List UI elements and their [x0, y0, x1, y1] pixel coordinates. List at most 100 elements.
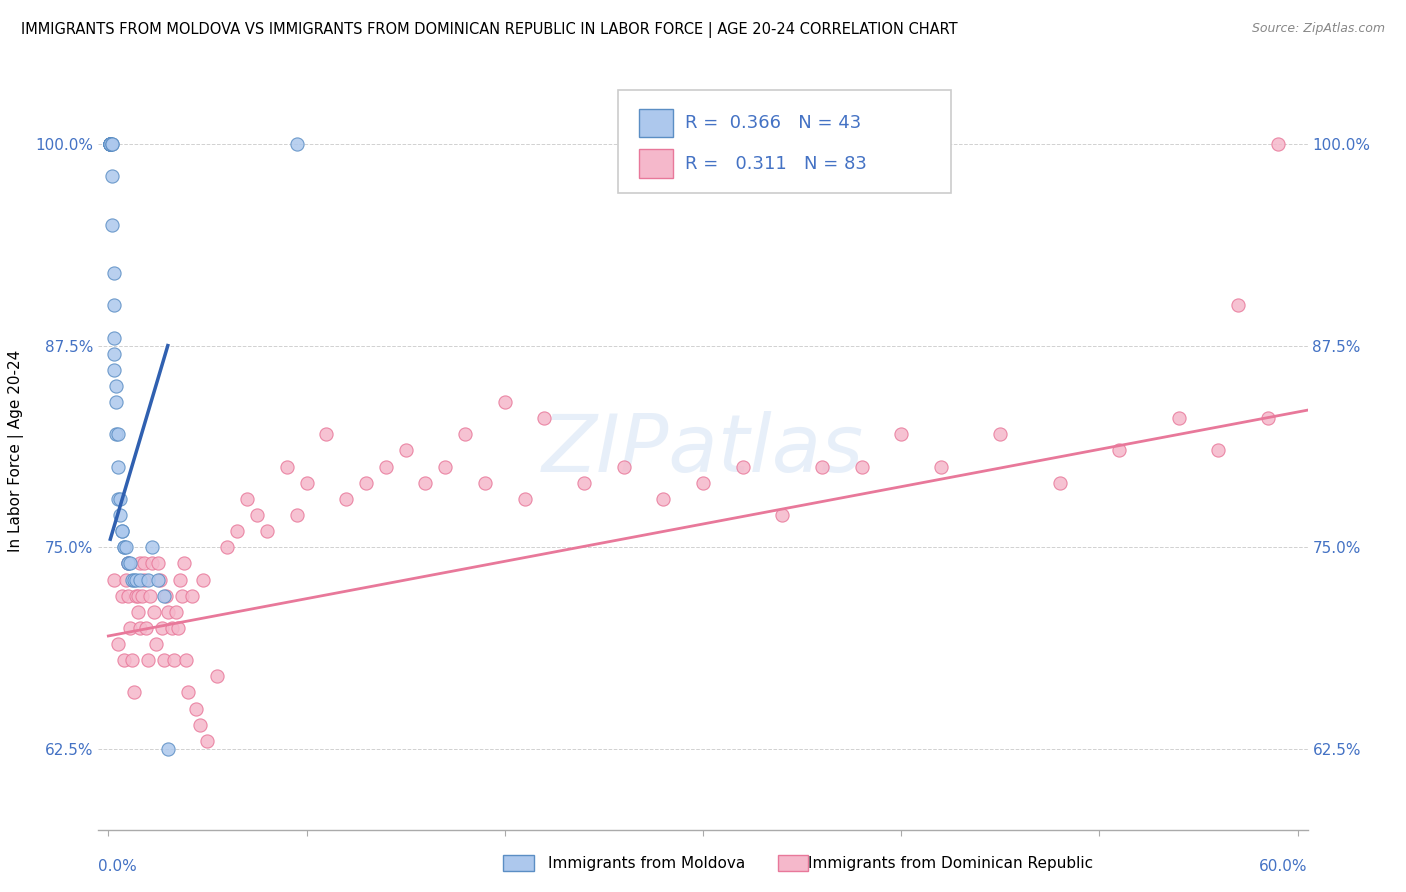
Point	[193, 573, 215, 587]
Point	[226, 524, 249, 538]
Point	[692, 475, 714, 490]
Point	[395, 443, 418, 458]
Point	[127, 605, 149, 619]
Point	[929, 459, 952, 474]
Point	[533, 411, 555, 425]
Point	[169, 573, 191, 587]
Point	[122, 685, 145, 699]
Point	[188, 717, 211, 731]
Point	[890, 427, 912, 442]
Point	[101, 169, 124, 184]
Point	[101, 136, 124, 151]
Point	[415, 475, 437, 490]
Bar	[638, 109, 673, 137]
Point	[285, 508, 308, 522]
Text: 60.0%: 60.0%	[1260, 859, 1308, 873]
Point	[374, 459, 396, 474]
Point	[112, 541, 135, 555]
Point	[98, 136, 121, 151]
Point	[120, 621, 142, 635]
Point	[142, 605, 165, 619]
Point	[111, 524, 134, 538]
Text: ZIPatlas: ZIPatlas	[541, 411, 865, 490]
Point	[103, 363, 125, 377]
Point	[276, 459, 298, 474]
Point	[1208, 443, 1230, 458]
Point	[150, 621, 173, 635]
Point	[285, 136, 308, 151]
Point	[572, 475, 595, 490]
Point	[110, 508, 132, 522]
Point	[513, 491, 536, 506]
Point	[112, 653, 135, 667]
Point	[1049, 475, 1071, 490]
Point	[125, 589, 148, 603]
Text: Source: ZipAtlas.com: Source: ZipAtlas.com	[1251, 22, 1385, 36]
Bar	[638, 149, 673, 178]
Text: Immigrants from Dominican Republic: Immigrants from Dominican Republic	[808, 856, 1094, 871]
Point	[127, 589, 149, 603]
Point	[112, 541, 135, 555]
FancyBboxPatch shape	[619, 90, 950, 193]
Bar	[778, 855, 808, 871]
Point	[165, 605, 187, 619]
Point	[174, 653, 197, 667]
Point	[131, 589, 153, 603]
Point	[434, 459, 457, 474]
Point	[129, 621, 152, 635]
Point	[139, 589, 162, 603]
Point	[156, 605, 179, 619]
Text: IMMIGRANTS FROM MOLDOVA VS IMMIGRANTS FROM DOMINICAN REPUBLIC IN LABOR FORCE | A: IMMIGRANTS FROM MOLDOVA VS IMMIGRANTS FR…	[21, 22, 957, 38]
Point	[98, 136, 121, 151]
Point	[153, 589, 176, 603]
Text: 0.0%: 0.0%	[98, 859, 138, 873]
Point	[98, 136, 121, 151]
Point	[988, 427, 1011, 442]
Point	[132, 557, 155, 571]
Point	[111, 589, 134, 603]
Bar	[503, 855, 534, 871]
Point	[105, 395, 128, 409]
Point	[173, 557, 195, 571]
Point	[122, 573, 145, 587]
Point	[107, 459, 129, 474]
Point	[136, 573, 159, 587]
Point	[652, 491, 675, 506]
Point	[176, 685, 198, 699]
Point	[156, 742, 179, 756]
Point	[217, 541, 239, 555]
Point	[295, 475, 318, 490]
Point	[117, 557, 139, 571]
Point	[98, 136, 121, 151]
Point	[117, 557, 139, 571]
Point	[613, 459, 636, 474]
Point	[153, 653, 176, 667]
Point	[117, 589, 139, 603]
Point	[335, 491, 357, 506]
Point	[184, 701, 207, 715]
Point	[1267, 136, 1289, 151]
Point	[166, 621, 188, 635]
Point	[98, 136, 121, 151]
Point	[731, 459, 754, 474]
Point	[145, 637, 167, 651]
Point	[111, 524, 134, 538]
Point	[1167, 411, 1189, 425]
Point	[207, 669, 229, 683]
Point	[115, 541, 138, 555]
Point	[103, 266, 125, 280]
Point	[146, 557, 169, 571]
Point	[105, 379, 128, 393]
Point	[146, 573, 169, 587]
Point	[474, 475, 496, 490]
Point	[120, 557, 142, 571]
Point	[141, 541, 163, 555]
Point	[236, 491, 259, 506]
Point	[141, 557, 163, 571]
Point	[107, 491, 129, 506]
Point	[110, 491, 132, 506]
Point	[107, 427, 129, 442]
Text: Immigrants from Moldova: Immigrants from Moldova	[548, 856, 745, 871]
Point	[160, 621, 183, 635]
Point	[98, 136, 121, 151]
